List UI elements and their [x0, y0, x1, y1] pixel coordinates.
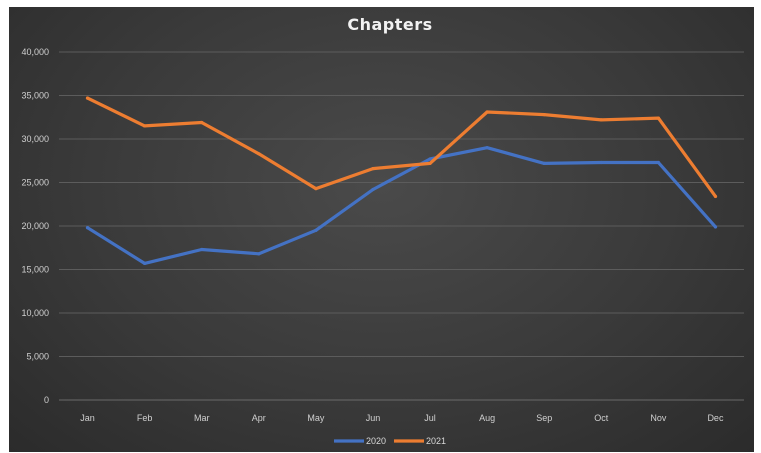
data-point-2020: [713, 225, 718, 229]
chart-area: Chapters 0 5,000 10,000 15,000 20,000 25,000 3…: [9, 7, 754, 452]
data-point-2021: [257, 152, 261, 156]
y-tick-label: 30,000: [21, 134, 49, 144]
y-axis-ticks: 0 5,000 10,000 15,000 20,000 25,000 30,000 35,0…: [21, 47, 49, 405]
y-tick-label: 35,000: [21, 91, 49, 101]
y-tick-label: 5,000: [26, 352, 49, 362]
x-tick-label: Sep: [536, 413, 552, 423]
series-line-2021: [85, 96, 718, 198]
data-point-2021: [200, 120, 204, 125]
data-point-2020: [371, 187, 375, 192]
y-tick-label: 10,000: [21, 308, 49, 318]
chart-title: Chapters: [347, 15, 432, 34]
data-point-2020: [200, 247, 204, 252]
x-tick-label: Dec: [707, 413, 724, 423]
legend-label-2021: 2021: [426, 436, 446, 446]
x-tick-label: May: [307, 413, 325, 423]
data-point-2020: [599, 160, 603, 165]
data-point-2020: [656, 160, 660, 165]
series-lines: [85, 96, 718, 266]
data-point-2021: [371, 166, 375, 171]
data-point-2020: [257, 252, 261, 256]
data-point-2020: [485, 146, 489, 150]
legend: 2020 2021: [334, 436, 446, 446]
data-point-2021: [143, 124, 147, 128]
data-point-2020: [428, 157, 432, 161]
x-axis-ticks: Jan Feb Mar Apr May Jun Jul Aug Sep Oct Nov Dec: [80, 413, 724, 423]
data-point-2021: [485, 110, 489, 114]
x-tick-label: Feb: [137, 413, 153, 423]
data-point-2020: [314, 228, 318, 232]
data-point-2020: [542, 161, 546, 165]
x-tick-label: Oct: [594, 413, 609, 423]
data-point-2021: [599, 118, 603, 122]
x-tick-label: Jun: [366, 413, 381, 423]
x-tick-label: Mar: [194, 413, 210, 423]
data-point-2020: [143, 261, 147, 266]
y-tick-label: 40,000: [21, 47, 49, 57]
gridlines: [59, 51, 744, 401]
data-point-2021: [542, 113, 546, 117]
y-tick-label: 25,000: [21, 178, 49, 188]
x-tick-label: Jul: [424, 413, 436, 423]
data-point-2021: [428, 161, 432, 165]
data-point-2021: [656, 116, 660, 120]
line-chart: Chapters 0 5,000 10,000 15,000 20,000 25,000 3…: [21, 15, 744, 446]
data-point-2021: [314, 186, 318, 191]
legend-label-2020: 2020: [366, 436, 386, 446]
data-point-2020: [85, 226, 90, 230]
data-point-2021: [85, 96, 90, 100]
y-tick-label: 15,000: [21, 265, 49, 275]
x-tick-label: Nov: [650, 413, 667, 423]
y-tick-label: 20,000: [21, 221, 49, 231]
x-tick-label: Jan: [80, 413, 95, 423]
data-point-2021: [713, 194, 718, 199]
series-line-2020: [85, 146, 718, 265]
x-tick-label: Apr: [252, 413, 266, 423]
y-tick-label: 0: [44, 395, 49, 405]
x-tick-label: Aug: [479, 413, 495, 423]
